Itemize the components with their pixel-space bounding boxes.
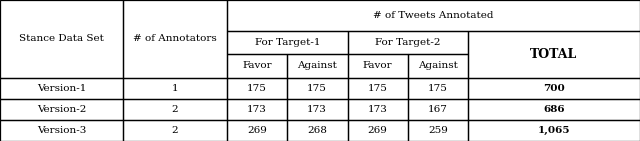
Bar — [0, 99, 123, 120]
Text: Version-3: Version-3 — [36, 126, 86, 135]
Text: 2: 2 — [172, 126, 179, 135]
Text: 1,065: 1,065 — [538, 126, 570, 135]
Text: 175: 175 — [428, 84, 448, 93]
Bar — [227, 31, 348, 54]
Bar — [468, 31, 640, 78]
Bar — [0, 99, 123, 120]
Bar — [408, 120, 468, 141]
Text: 700: 700 — [543, 84, 564, 93]
Bar — [348, 78, 408, 99]
Bar — [287, 99, 348, 120]
Text: 173: 173 — [367, 105, 388, 114]
Bar — [123, 99, 227, 120]
Bar — [0, 78, 123, 99]
Text: For Target-2: For Target-2 — [375, 38, 440, 47]
Bar — [0, 120, 123, 141]
Bar — [348, 78, 408, 99]
Bar — [0, 0, 123, 78]
Bar — [287, 120, 348, 141]
Bar — [287, 99, 348, 120]
Bar — [348, 99, 408, 120]
Bar — [348, 120, 408, 141]
Bar — [348, 31, 468, 54]
Bar — [227, 78, 287, 99]
Bar — [468, 78, 640, 99]
Text: 269: 269 — [247, 126, 267, 135]
Bar — [408, 99, 468, 120]
Bar — [408, 78, 468, 99]
Bar — [123, 0, 227, 78]
Bar — [0, 78, 123, 99]
Text: # of Tweets Annotated: # of Tweets Annotated — [373, 11, 494, 20]
Text: 268: 268 — [307, 126, 327, 135]
Bar — [227, 0, 640, 31]
Bar — [227, 99, 287, 120]
Bar — [123, 78, 227, 99]
Bar — [227, 120, 287, 141]
Bar — [287, 54, 348, 78]
Text: Version-2: Version-2 — [36, 105, 86, 114]
Text: TOTAL: TOTAL — [531, 48, 577, 61]
Bar — [123, 120, 227, 141]
Bar — [227, 31, 348, 54]
Text: 259: 259 — [428, 126, 448, 135]
Bar — [227, 78, 287, 99]
Text: 269: 269 — [367, 126, 388, 135]
Text: Favor: Favor — [363, 61, 392, 70]
Bar — [123, 78, 227, 99]
Text: 686: 686 — [543, 105, 564, 114]
Text: 173: 173 — [247, 105, 267, 114]
Text: 175: 175 — [367, 84, 388, 93]
Bar — [227, 99, 287, 120]
Text: 2: 2 — [172, 105, 179, 114]
Bar — [287, 120, 348, 141]
Bar — [468, 120, 640, 141]
Bar — [408, 99, 468, 120]
Bar — [348, 31, 468, 54]
Text: For Target-1: For Target-1 — [255, 38, 320, 47]
Bar — [287, 54, 348, 78]
Bar — [348, 120, 408, 141]
Bar — [0, 120, 123, 141]
Bar — [348, 54, 408, 78]
Bar — [227, 54, 287, 78]
Bar — [287, 78, 348, 99]
Bar — [468, 99, 640, 120]
Bar — [287, 78, 348, 99]
Bar — [227, 54, 287, 78]
Bar — [468, 120, 640, 141]
Bar — [0, 0, 123, 78]
Text: Against: Against — [418, 61, 458, 70]
Bar — [227, 0, 640, 31]
Text: Favor: Favor — [242, 61, 272, 70]
Bar — [408, 78, 468, 99]
Text: Against: Against — [297, 61, 337, 70]
Bar — [468, 31, 640, 78]
Text: 175: 175 — [247, 84, 267, 93]
Text: 167: 167 — [428, 105, 448, 114]
Text: Stance Data Set: Stance Data Set — [19, 34, 104, 43]
Bar — [408, 54, 468, 78]
Bar — [123, 0, 227, 78]
Text: 1: 1 — [172, 84, 179, 93]
Bar — [408, 120, 468, 141]
Bar — [123, 120, 227, 141]
Bar — [348, 99, 408, 120]
Bar — [227, 120, 287, 141]
Text: 175: 175 — [307, 84, 327, 93]
Bar — [468, 99, 640, 120]
Text: Version-1: Version-1 — [36, 84, 86, 93]
Bar — [408, 54, 468, 78]
Bar — [348, 54, 408, 78]
Bar — [468, 78, 640, 99]
Bar — [123, 99, 227, 120]
Text: # of Annotators: # of Annotators — [133, 34, 217, 43]
Text: 173: 173 — [307, 105, 327, 114]
